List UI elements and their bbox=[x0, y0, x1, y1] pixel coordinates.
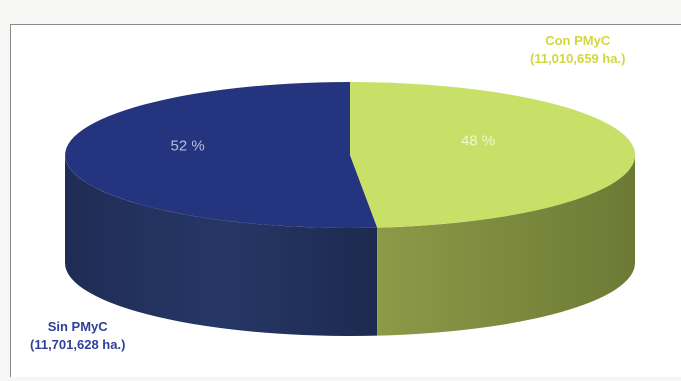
legend-sin-detail: (11,701,628 ha.) bbox=[30, 337, 126, 352]
legend-con-detail: (11,010,659 ha.) bbox=[530, 51, 626, 66]
legend-sin-name: Sin PMyC bbox=[47, 319, 108, 334]
pie-slice-side-con bbox=[377, 155, 636, 336]
legend-label-sin: Sin PMyC (11,701,628 ha.) bbox=[30, 318, 125, 354]
pie-slice-sin bbox=[65, 82, 378, 228]
legend-con-name: Con PMyC bbox=[545, 33, 611, 48]
legend-label-con: Con PMyC (11,010,659 ha.) bbox=[530, 32, 625, 68]
pie-slice-con bbox=[350, 81, 636, 228]
pie-slice-side-sin bbox=[65, 155, 378, 337]
percent-label-con: 48 % bbox=[461, 132, 495, 149]
percent-label-sin: 52 % bbox=[171, 138, 205, 155]
